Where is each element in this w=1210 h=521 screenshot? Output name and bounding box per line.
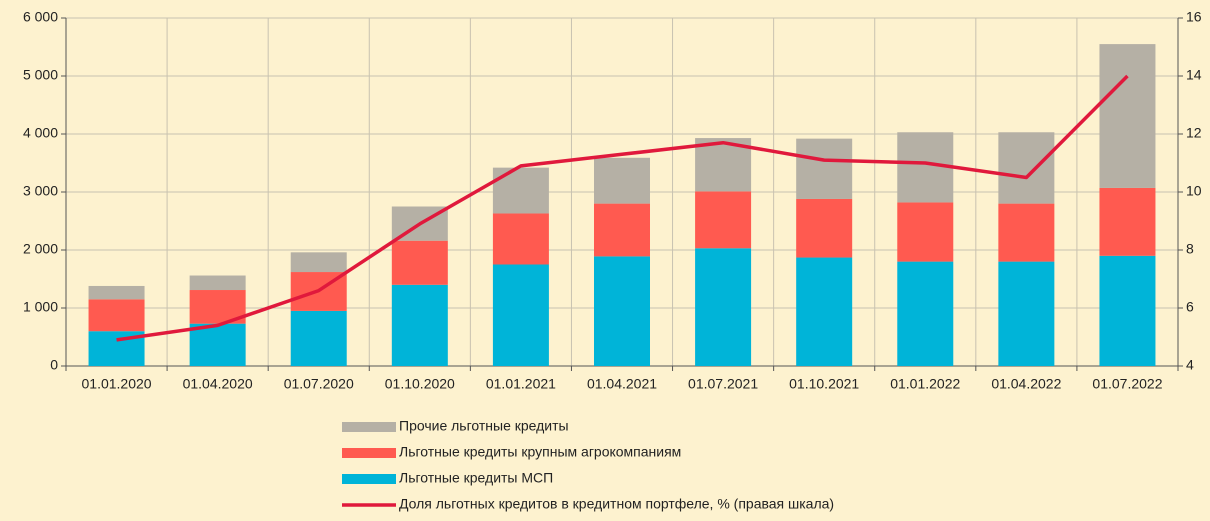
bar-segment [1099, 255, 1156, 366]
bar-segment [189, 323, 246, 366]
y-tick-label: 5 000 [23, 67, 58, 83]
x-tick-label: 01.07.2022 [1092, 376, 1162, 392]
y-tick-label: 2 000 [23, 241, 58, 257]
bar-segment [1099, 187, 1156, 256]
bar-segment [796, 138, 853, 199]
bar-segment [189, 275, 246, 291]
x-tick-label: 01.04.2020 [183, 376, 253, 392]
y-tick-label: 4 000 [23, 125, 58, 141]
bar-segment [897, 202, 954, 262]
legend-swatch [342, 474, 396, 484]
bar-segment [998, 132, 1055, 204]
legend-label: Прочие льготные кредиты [399, 418, 569, 434]
y-tick-label: 3 000 [23, 183, 58, 199]
y2-tick-label: 4 [1186, 357, 1194, 373]
y2-tick-label: 14 [1186, 67, 1202, 83]
y-tick-label: 0 [50, 357, 58, 373]
x-tick-label: 01.04.2022 [991, 376, 1061, 392]
bar-segment [695, 191, 752, 249]
x-tick-label: 01.04.2021 [587, 376, 657, 392]
bar-segment [492, 167, 549, 214]
y2-tick-label: 6 [1186, 299, 1194, 315]
bar-segment [594, 203, 650, 257]
legend-swatch [342, 448, 396, 458]
bar-segment [492, 264, 549, 366]
bar-segment [796, 257, 853, 366]
bar-segment [594, 256, 650, 366]
bar-segment [695, 248, 752, 366]
bar-segment [88, 285, 145, 300]
bar-segment [1099, 44, 1156, 188]
bar-segment [88, 299, 145, 332]
x-tick-label: 01.01.2022 [890, 376, 960, 392]
legend-label: Льготные кредиты МСП [399, 470, 553, 486]
bar-segment [796, 198, 853, 258]
x-tick-label: 01.10.2021 [789, 376, 859, 392]
bar-segment [594, 157, 650, 204]
legend-swatch [342, 422, 396, 432]
x-tick-label: 01.01.2020 [82, 376, 152, 392]
y2-tick-label: 10 [1186, 183, 1202, 199]
y-tick-label: 6 000 [23, 9, 58, 25]
x-tick-label: 01.10.2020 [385, 376, 455, 392]
bar-segment [391, 240, 448, 285]
bar-segment [290, 310, 347, 366]
legend-label: Льготные кредиты крупным агрокомпаниям [399, 444, 681, 460]
y2-tick-label: 8 [1186, 241, 1194, 257]
bar-segment [998, 203, 1055, 262]
bar-segment [492, 213, 549, 265]
bar-segment [391, 284, 448, 366]
y-tick-label: 1 000 [23, 299, 58, 315]
legend-label: Доля льготных кредитов в кредитном портф… [399, 496, 834, 512]
y2-tick-label: 16 [1186, 9, 1202, 25]
bar-segment [998, 261, 1055, 366]
x-tick-label: 01.07.2020 [284, 376, 354, 392]
bar-segment [290, 252, 347, 273]
x-tick-label: 01.01.2021 [486, 376, 556, 392]
y2-tick-label: 12 [1186, 125, 1202, 141]
line-series [116, 74, 1129, 342]
x-tick-label: 01.07.2021 [688, 376, 758, 392]
bar-segment [897, 261, 954, 366]
